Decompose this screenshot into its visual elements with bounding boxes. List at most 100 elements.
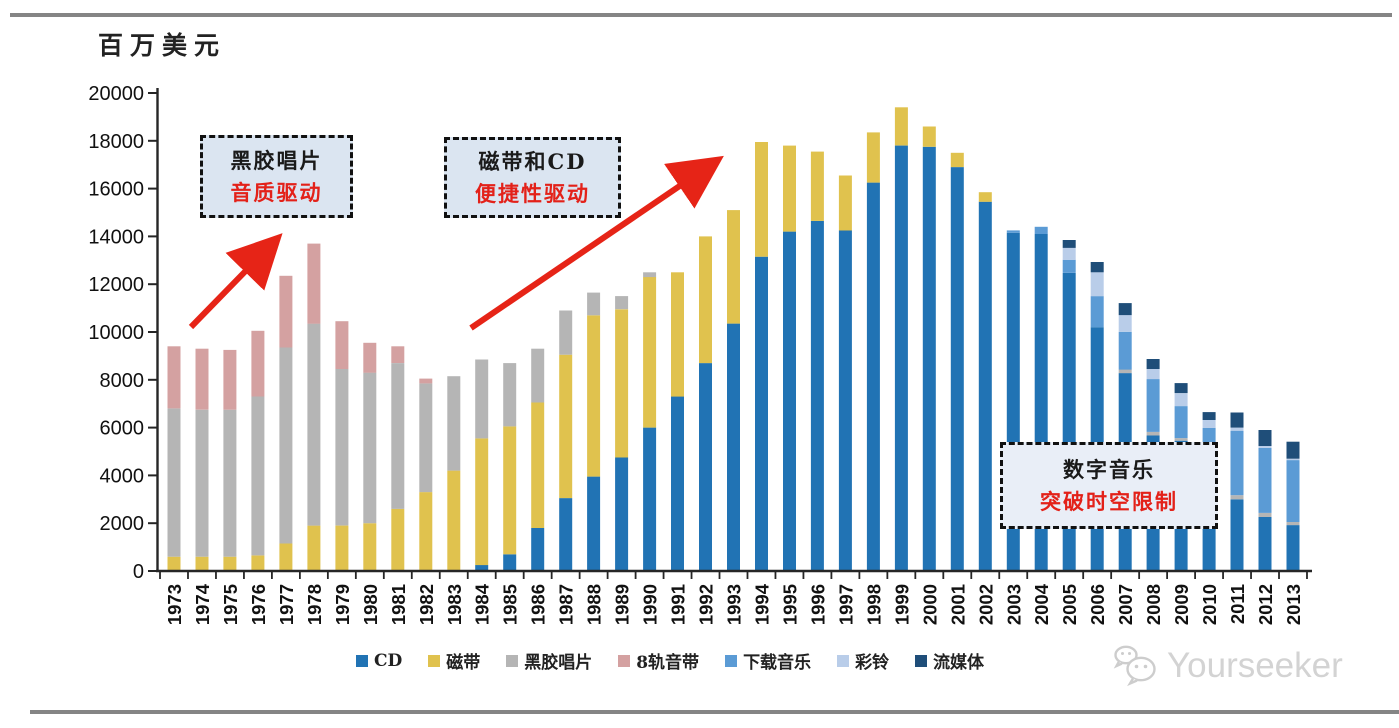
x-tick-label-1998: 1998 xyxy=(863,584,884,625)
bar-1990-CD xyxy=(643,427,657,571)
bar-2000-CD xyxy=(922,146,936,572)
bar-1988-CD xyxy=(587,476,601,571)
x-tick-label-1974: 1974 xyxy=(192,583,213,625)
x-tick-label-1984: 1984 xyxy=(472,583,493,625)
bar-1996-CD xyxy=(810,220,824,571)
x-tick-label-1985: 1985 xyxy=(500,584,521,625)
bar-2011-彩铃 xyxy=(1230,427,1244,431)
bar-2005-下载音乐 xyxy=(1062,259,1076,273)
bar-1982-磁带 xyxy=(419,492,433,571)
bar-1975-磁带 xyxy=(223,556,237,571)
bar-2010-流媒体 xyxy=(1202,412,1216,420)
bar-1986-CD xyxy=(531,528,545,571)
top-divider xyxy=(10,13,1392,17)
bar-1987-磁带 xyxy=(559,354,573,499)
bar-1979-黑胶唱片 xyxy=(335,369,349,526)
bar-2011-黑胶唱片 xyxy=(1230,495,1244,500)
bar-1976-黑胶唱片 xyxy=(251,396,265,556)
legend-swatch-彩铃 xyxy=(837,654,850,667)
bar-2008-下载音乐 xyxy=(1146,379,1160,432)
watermark: Yourseeker xyxy=(1113,645,1343,687)
x-tick-label-1978: 1978 xyxy=(304,584,325,625)
bar-1997-磁带 xyxy=(838,175,852,231)
x-tick-label-1983: 1983 xyxy=(444,584,465,625)
bar-2003-下载音乐 xyxy=(1006,230,1020,233)
x-tick-label-2002: 2002 xyxy=(975,584,996,625)
bar-1979-磁带 xyxy=(335,525,349,571)
legend-item-黑胶唱片: 黑胶唱片 xyxy=(506,648,592,673)
x-tick-label-2013: 2013 xyxy=(1283,584,1304,625)
bar-1991-磁带 xyxy=(671,272,684,397)
legend-label-黑胶唱片: 黑胶唱片 xyxy=(524,653,593,673)
x-tick-label-1993: 1993 xyxy=(724,584,745,625)
bar-1991-CD xyxy=(671,396,684,571)
bar-1986-黑胶唱片 xyxy=(531,348,545,403)
bar-2002-CD xyxy=(978,201,992,571)
bar-2012-下载音乐 xyxy=(1258,447,1272,513)
x-tick-label-1973: 1973 xyxy=(164,584,185,625)
bar-2001-CD xyxy=(950,167,964,571)
legend-item-彩铃: 彩铃 xyxy=(837,648,889,673)
bar-1992-磁带 xyxy=(699,236,712,364)
legend-label-CD: CD xyxy=(373,650,403,671)
y-axis-labels: 0 2000 4000 6000 8000 10000 12000 14000 16000 180… xyxy=(88,83,144,583)
x-tick-label-1992: 1992 xyxy=(696,584,717,625)
bar-2007-彩铃 xyxy=(1118,315,1132,332)
callout-vinyl-subtitle: 音质驱动 xyxy=(230,179,323,205)
bar-1985-黑胶唱片 xyxy=(503,363,517,427)
bar-2008-流媒体 xyxy=(1146,359,1160,369)
x-tick-label-1981: 1981 xyxy=(388,584,409,625)
x-tick-label-1986: 1986 xyxy=(528,584,549,625)
callout-digital: 数字音乐 突破时空限制 xyxy=(1000,442,1218,529)
bar-1981-磁带 xyxy=(391,508,405,571)
x-tick-label-2005: 2005 xyxy=(1059,584,1080,625)
bar-1994-磁带 xyxy=(755,142,768,257)
bar-2009-下载音乐 xyxy=(1174,406,1188,439)
bar-1982-8轨音带 xyxy=(419,378,433,384)
y-tick-label: 14000 xyxy=(88,226,144,248)
x-tick-label-1996: 1996 xyxy=(807,584,828,625)
x-tick-label-2001: 2001 xyxy=(947,584,968,625)
bar-2007-下载音乐 xyxy=(1118,331,1132,370)
wechat-icon xyxy=(1113,645,1156,687)
bar-1999-CD xyxy=(894,145,908,571)
x-tick-label-2004: 2004 xyxy=(1031,583,1052,625)
x-tick-label-1990: 1990 xyxy=(640,584,661,625)
bar-2011-CD xyxy=(1230,499,1244,571)
bar-1981-黑胶唱片 xyxy=(391,363,405,509)
legend-label-8轨音带: 8轨音带 xyxy=(636,653,700,673)
bar-1997-CD xyxy=(838,230,852,571)
x-tick-label-2006: 2006 xyxy=(1087,584,1108,625)
bar-1985-磁带 xyxy=(503,426,517,555)
x-tick-label-1975: 1975 xyxy=(220,584,241,625)
bar-1975-8轨音带 xyxy=(223,349,237,410)
axes-group xyxy=(148,88,1312,579)
bar-2000-磁带 xyxy=(922,126,936,147)
bar-2006-流媒体 xyxy=(1090,262,1104,273)
bar-1987-黑胶唱片 xyxy=(559,310,573,355)
bar-1988-黑胶唱片 xyxy=(587,292,601,316)
bar-1983-黑胶唱片 xyxy=(447,376,461,471)
legend-label-下载音乐: 下载音乐 xyxy=(743,653,812,673)
bar-1984-磁带 xyxy=(475,438,489,566)
bar-1994-CD xyxy=(755,256,768,571)
bar-1984-黑胶唱片 xyxy=(475,359,489,439)
legend-item-下载音乐: 下载音乐 xyxy=(725,648,811,673)
bar-2009-黑胶唱片 xyxy=(1174,438,1188,441)
legend-label-磁带: 磁带 xyxy=(446,653,481,673)
legend-swatch-CD xyxy=(355,654,368,667)
y-tick-label: 16000 xyxy=(88,179,144,201)
callout-cassette-cd-subtitle: 便捷性驱动 xyxy=(475,180,590,206)
legend-item-8轨音带: 8轨音带 xyxy=(618,648,699,673)
x-tick-label-1999: 1999 xyxy=(891,584,912,625)
bar-1974-磁带 xyxy=(195,556,209,571)
bar-1978-黑胶唱片 xyxy=(307,323,321,526)
callout-vinyl-title: 黑胶唱片 xyxy=(230,148,323,173)
bar-1978-磁带 xyxy=(307,525,321,571)
bar-2012-彩铃 xyxy=(1258,446,1272,448)
bottom-divider xyxy=(30,710,1399,714)
bar-1974-8轨音带 xyxy=(195,348,209,410)
bar-1993-磁带 xyxy=(727,210,740,324)
